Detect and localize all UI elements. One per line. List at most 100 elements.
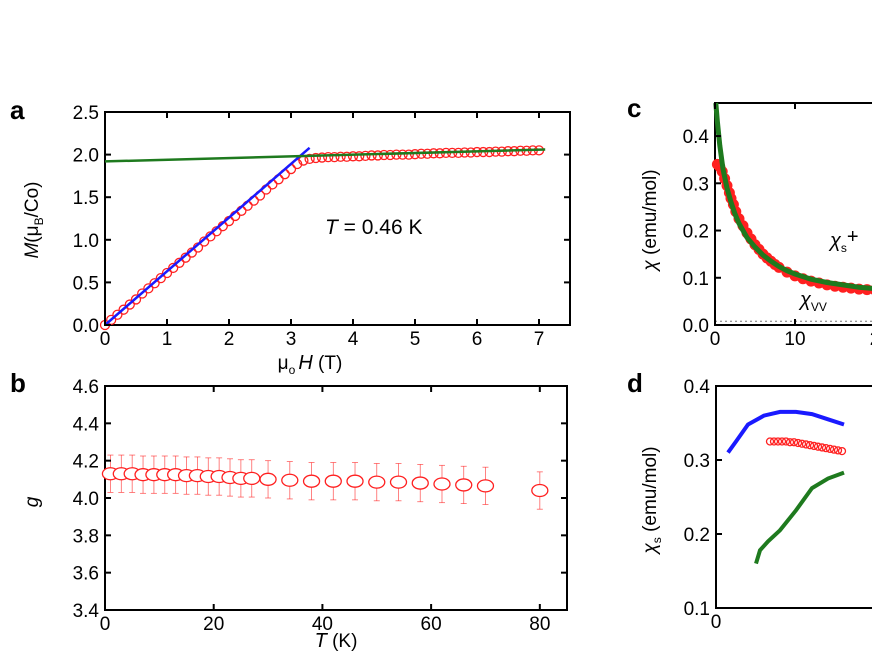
series-line <box>104 146 311 326</box>
panel-label-d: d <box>627 368 643 398</box>
y-tick-label: 4.6 <box>73 377 99 398</box>
y-axis-label-c: χ (emu/mol) <box>640 169 661 272</box>
plot-frame-c <box>714 102 872 326</box>
y-tick-label: 0.2 <box>684 525 710 546</box>
data-point <box>341 151 352 162</box>
x-tick-label: 0 <box>711 612 722 633</box>
data-point <box>155 272 166 284</box>
data-point <box>329 152 340 163</box>
y-tick-label: 0.2 <box>683 222 709 243</box>
data-point <box>455 478 473 492</box>
label-chi-sum: χs+ <box>828 226 859 255</box>
y-axis-label-d: χs (emu/mol) <box>640 446 664 555</box>
data-point <box>403 149 414 160</box>
data-point <box>118 304 129 315</box>
data-point <box>316 152 328 163</box>
plot-frame-d <box>715 385 872 609</box>
x-tick-label: 3 <box>286 329 297 350</box>
y-tick-label: 0.3 <box>683 174 709 195</box>
x-tick-label: 40 <box>312 614 333 635</box>
y-tick-label: 0.3 <box>684 451 710 472</box>
data-point <box>777 437 787 446</box>
x-axis-label-b: T (K) <box>315 630 358 652</box>
x-tick-label: 2 <box>870 329 872 350</box>
data-point <box>801 440 811 449</box>
data-point <box>765 437 775 446</box>
data-point <box>302 474 321 488</box>
data-point <box>143 283 154 294</box>
data-point <box>161 267 173 279</box>
data-point <box>168 262 179 274</box>
data-point <box>821 444 831 453</box>
x-axis-label-a: μo H (T) <box>278 352 343 377</box>
data-point <box>281 473 299 487</box>
data-point <box>360 150 371 162</box>
data-point <box>372 150 383 161</box>
y-tick-label: 2.0 <box>73 146 99 167</box>
x-tick-label: 0 <box>710 329 721 350</box>
panel-c: c 0 10 2 0.0 0.1 0.2 0.3 0.4 χs+ χVV χ (emu/mol… <box>627 93 872 350</box>
y-tick-label: 4.0 <box>73 489 99 510</box>
y-tick-label: 1.5 <box>73 188 99 209</box>
y-tick-label: 4.2 <box>73 452 99 473</box>
data-point <box>797 439 807 448</box>
y-axis-label-a: M(μB/Co) <box>22 181 46 258</box>
data-point <box>813 442 823 451</box>
x-tick-label: 20 <box>203 614 224 635</box>
x-tick-label: 60 <box>421 614 442 635</box>
series-group-d <box>726 409 847 565</box>
data-point <box>347 151 359 162</box>
x-tick-label: 0 <box>100 329 111 350</box>
x-tick-label: 80 <box>529 614 550 635</box>
y-tick-label: 3.6 <box>73 564 99 585</box>
y-tick-label: 0.0 <box>683 316 709 337</box>
data-point <box>346 474 364 488</box>
panel-label-a: a <box>10 95 25 125</box>
data-point <box>310 152 321 164</box>
ticks-group-c: 0 10 2 0.0 0.1 0.2 0.3 0.4 <box>683 103 872 350</box>
x-tick-label: 10 <box>784 329 805 350</box>
series-group-c <box>711 102 872 322</box>
y-tick-label: 3.8 <box>73 526 99 547</box>
panel-label-b: b <box>10 368 26 398</box>
y-tick-label: 1.0 <box>73 231 99 252</box>
data-point <box>106 314 117 326</box>
x-tick-label: 1 <box>162 329 173 350</box>
data-point <box>793 438 803 448</box>
y-tick-label: 3.4 <box>73 601 100 622</box>
panel-label-c: c <box>627 93 641 123</box>
x-tick-label: 6 <box>472 329 483 350</box>
data-point <box>389 475 408 489</box>
data-point <box>243 471 261 486</box>
ticks-group-d: 00.1 0.2 0.3 0.4 <box>684 377 722 633</box>
series-group-b <box>101 454 549 510</box>
data-point <box>785 438 795 447</box>
data-point <box>354 151 365 162</box>
data-point <box>335 151 346 162</box>
label-chi-vv: χVV <box>798 289 827 314</box>
data-point <box>825 444 835 454</box>
data-point <box>829 445 839 454</box>
data-point <box>112 309 123 320</box>
data-point <box>130 294 142 305</box>
y-tick-label: 0.0 <box>73 316 99 337</box>
data-point <box>124 299 135 310</box>
y-tick-label: 2.5 <box>73 103 99 124</box>
data-point <box>837 446 847 456</box>
data-point <box>789 438 799 447</box>
x-tick-label: 5 <box>410 329 421 350</box>
series-line <box>713 102 872 291</box>
panel-a: a 0 1 2 3 4 5 6 70.00.51.01.52.02.5 T = 0.46 K … <box>10 95 571 377</box>
data-point <box>368 475 386 489</box>
x-tick-label: 2 <box>224 329 235 350</box>
ticks-group-b: 0 20 40 60 80 3.4 3.6 3.8 4.0 4.2 4.4 4.6 <box>73 377 567 635</box>
annotation-temperature: T = 0.46 K <box>325 216 422 239</box>
x-tick-label: 0 <box>100 614 111 635</box>
series-line <box>726 409 845 454</box>
y-axis-label-b: g <box>22 496 43 507</box>
series-line <box>754 470 845 565</box>
data-point <box>433 477 451 491</box>
data-point <box>817 443 827 452</box>
y-tick-label: 0.4 <box>683 127 710 148</box>
